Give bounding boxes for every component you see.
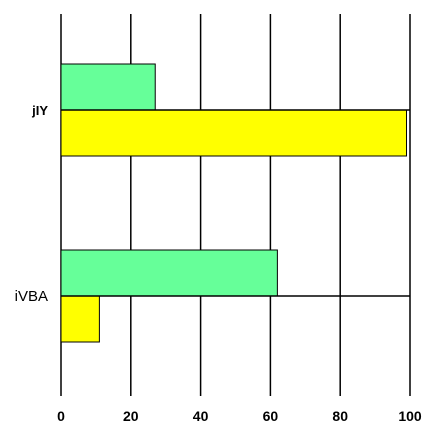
x-tick-label: 20	[123, 408, 139, 424]
x-tick-label: 40	[193, 408, 209, 424]
x-tick-label: 60	[263, 408, 279, 424]
category-label: jIY	[31, 103, 48, 118]
x-tick-label: 0	[57, 408, 65, 424]
x-tick-label: 80	[332, 408, 348, 424]
category-label: iVBA	[15, 288, 48, 305]
bar-iVBA-series1	[60, 295, 100, 343]
x-tick-label: 100	[398, 408, 422, 424]
bar-iVBA-series0	[60, 249, 278, 297]
bar-jIY-series0	[60, 63, 156, 111]
row-lines	[61, 109, 410, 297]
bar-jIY-series1	[60, 109, 408, 157]
category-labels: jIY iVBA	[15, 103, 49, 305]
bars	[60, 63, 408, 343]
x-tick-labels: 0 20 40 60 80 100	[57, 408, 422, 424]
